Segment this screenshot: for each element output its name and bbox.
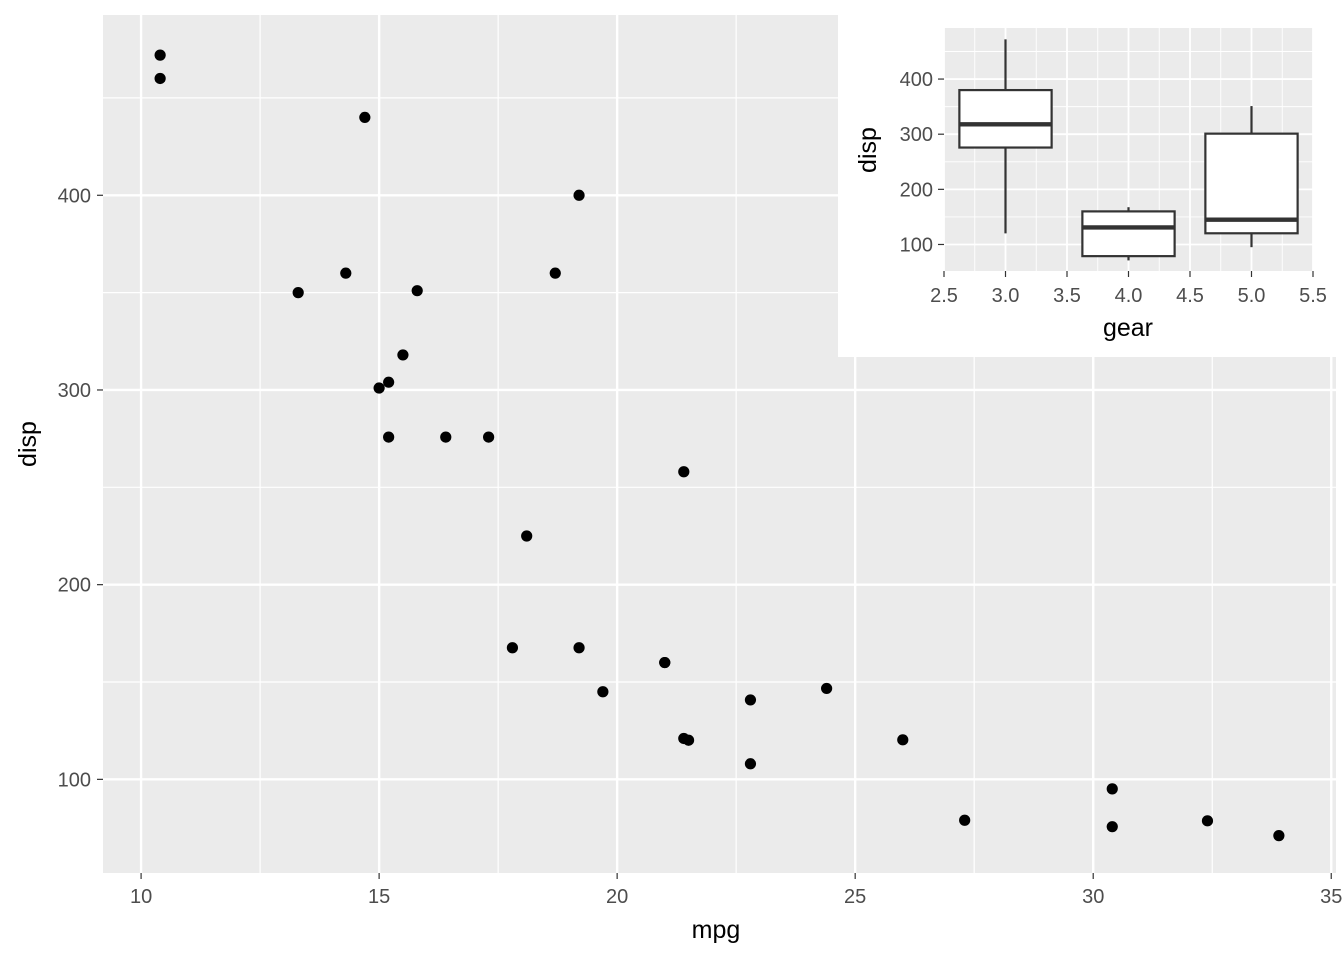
scatter-point [359, 111, 371, 124]
scatter-point [154, 72, 166, 85]
inset-x-tick-label: 2.5 [930, 285, 958, 307]
inset-x-tick-label: 4.5 [1176, 285, 1204, 307]
scatter-point [573, 642, 585, 654]
x-tick-label: 20 [606, 886, 628, 908]
x-tick-label: 25 [844, 886, 866, 908]
box-body [1204, 132, 1299, 235]
y-tick-label: 300 [58, 380, 91, 402]
main-y-axis-title: disp [14, 421, 42, 467]
scatter-point [483, 431, 495, 443]
main-x-axis-ticks: 10 15 20 25 30 35 [130, 873, 1342, 908]
inset-x-tick-label: 3.0 [992, 285, 1020, 307]
scatter-point [678, 466, 690, 478]
inset-y-tick-label: 300 [900, 124, 933, 146]
scatter-point [744, 758, 757, 770]
y-tick-label: 400 [58, 185, 91, 207]
box-gear-3 [958, 39, 1053, 234]
inset-y-axis-title: disp [854, 127, 882, 173]
scatter-point [411, 285, 423, 297]
x-tick-label: 10 [130, 886, 152, 908]
y-tick-label: 100 [58, 769, 91, 791]
main-scatter-points [154, 49, 1285, 842]
inset-x-tick-label: 3.5 [1053, 285, 1081, 307]
scatter-point [397, 349, 409, 361]
inset-x-axis-title: gear [1103, 314, 1153, 342]
scatter-point [521, 530, 533, 542]
scatter-point [383, 431, 395, 443]
inset-x-tick-label: 5.0 [1238, 285, 1266, 307]
scatter-point [659, 656, 671, 669]
scatter-point [1106, 821, 1118, 833]
main-y-axis-ticks: 100 200 300 400 [58, 185, 103, 791]
scatter-point [292, 287, 304, 299]
inset-boxes [958, 39, 1299, 261]
x-tick-label: 35 [1320, 886, 1342, 908]
scatter-point [373, 382, 385, 394]
scatter-point [1201, 815, 1214, 827]
scatter-point [154, 49, 166, 61]
inset-x-axis-ticks: 2.5 3.0 3.5 4.0 4.5 5.0 5.5 [930, 271, 1327, 307]
scatter-point [744, 694, 757, 706]
box-body [1081, 210, 1176, 258]
scatter-point [682, 734, 695, 746]
scatter-point [383, 376, 395, 388]
scatter-point [340, 267, 352, 279]
main-x-axis-title: mpg [692, 916, 741, 944]
inset-x-tick-label: 4.0 [1115, 285, 1143, 307]
x-tick-label: 30 [1082, 886, 1104, 908]
box-gear-4 [1081, 207, 1176, 261]
scatter-point [1273, 830, 1285, 842]
scatter-point [597, 686, 609, 698]
box-gear-5 [1204, 106, 1299, 248]
inset-y-tick-label: 400 [900, 69, 933, 91]
scatter-point [440, 431, 452, 443]
scatter-point [959, 814, 971, 826]
scatter-point [1106, 783, 1118, 795]
box-body [958, 88, 1053, 149]
inset-y-axis-ticks: 100 200 300 400 [900, 69, 944, 256]
x-tick-label: 15 [368, 886, 390, 908]
inset-x-tick-label: 5.5 [1299, 285, 1327, 307]
inset-y-tick-label: 100 [900, 234, 933, 256]
scatter-point [549, 267, 561, 279]
scatter-point [821, 682, 833, 695]
scatter-point [897, 734, 909, 746]
scatter-point [573, 189, 585, 201]
scatter-point [506, 642, 519, 654]
inset-y-tick-label: 200 [900, 179, 933, 201]
y-tick-label: 200 [58, 575, 91, 597]
